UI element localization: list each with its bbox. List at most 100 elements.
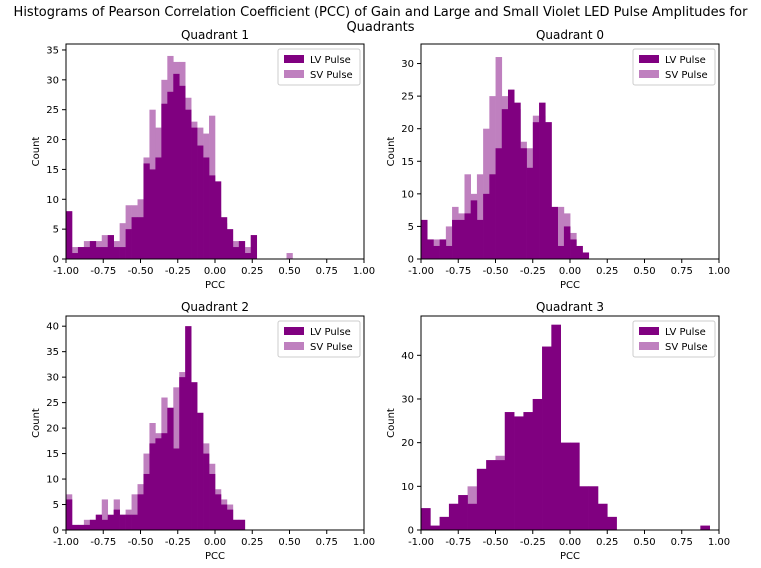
bar-lv (452, 219, 459, 259)
y-tick-label: 10 (401, 482, 414, 493)
bar-lv (551, 324, 561, 530)
bar-lv (101, 247, 109, 259)
bar-lv (143, 473, 150, 530)
bar-lv (155, 438, 162, 530)
bar-lv (137, 494, 144, 530)
bar-lv (439, 239, 447, 259)
x-axis-label: PCC (560, 280, 580, 291)
bar-lv (83, 524, 91, 530)
x-tick-label: 0.75 (671, 537, 693, 548)
x-tick-label: -0.25 (165, 537, 191, 548)
bar-lv (551, 206, 558, 259)
bar-lv (173, 448, 180, 530)
bar-lv (597, 503, 608, 530)
bar-lv (66, 499, 73, 530)
bar-lv (209, 175, 216, 259)
x-tick-label: 0.25 (241, 266, 263, 277)
legend-swatch (639, 327, 659, 335)
chart-panel-3: -1.00 -0.75 -0.50 -0.25 0.00 0.25 0.50 0.75 1.00… (386, 300, 730, 562)
bar-lv (191, 382, 198, 530)
y-tick-label: 25 (46, 398, 59, 409)
y-axis-label: Count (31, 408, 42, 438)
x-tick-label: -0.25 (165, 266, 191, 277)
bar-lv (173, 73, 180, 259)
y-tick-label: 15 (401, 157, 414, 168)
x-tick-label: -0.75 (90, 537, 116, 548)
bar-lv (421, 508, 431, 530)
y-tick-label: 10 (46, 475, 59, 486)
bar-lv (113, 247, 120, 259)
x-tick-label: -0.75 (445, 266, 471, 277)
bar-lv (95, 514, 103, 530)
bar-lv (209, 473, 216, 530)
bar-lv (470, 200, 478, 259)
bar-lv (458, 219, 465, 259)
bar-lv (89, 519, 97, 530)
x-axis-label: PCC (205, 280, 225, 291)
bar-lv (539, 102, 546, 259)
y-tick-label: 15 (46, 165, 59, 176)
x-tick-label: 0.00 (559, 266, 581, 277)
bar-lv (66, 211, 73, 259)
bar-lv (542, 346, 552, 530)
bar-lv (161, 433, 168, 530)
legend-label: SV Pulse (665, 70, 708, 81)
bar-lv (113, 509, 120, 530)
y-tick-label: 20 (46, 424, 59, 435)
bar-lv (514, 102, 521, 259)
bar-sv (131, 494, 138, 530)
legend-label: LV Pulse (310, 327, 351, 338)
bar-lv (507, 89, 515, 259)
y-axis-label: Count (386, 137, 397, 167)
legend-label: SV Pulse (665, 342, 708, 353)
bar-lv (448, 503, 459, 530)
bar-sv (557, 206, 565, 259)
y-tick-label: 5 (53, 225, 59, 236)
chart-panel-1: -1.00 -0.75 -0.50 -0.25 0.00 0.25 0.50 0.75 1.00… (386, 28, 730, 291)
x-tick-label: 0.00 (204, 266, 226, 277)
legend-label: LV Pulse (665, 327, 706, 338)
bar-lv (489, 174, 496, 259)
bar-sv (286, 253, 293, 259)
y-tick-label: 25 (46, 105, 59, 116)
bar-lv (486, 460, 496, 530)
bar-lv (149, 169, 156, 259)
x-axis-label: PCC (560, 551, 580, 562)
bar-lv (155, 157, 162, 259)
bar-lv (125, 514, 132, 530)
bar-lv (220, 217, 228, 259)
bar-lv (545, 122, 552, 260)
bar-lv (570, 239, 577, 259)
y-tick-label: 30 (401, 394, 414, 405)
bar-lv (215, 494, 222, 530)
x-tick-label: 0.00 (204, 537, 226, 548)
bar-lv (458, 495, 468, 530)
bar-lv (445, 245, 453, 259)
x-tick-label: 0.75 (671, 266, 693, 277)
y-axis-label: Count (31, 137, 42, 167)
bar-lv (433, 245, 440, 259)
x-tick-label: -1.00 (408, 266, 434, 277)
bar-lv (232, 519, 240, 530)
bar-lv (71, 253, 79, 259)
legend-swatch (284, 342, 304, 350)
bar-lv (495, 460, 506, 530)
y-tick-label: 0 (408, 526, 414, 537)
x-tick-label: -0.50 (128, 266, 154, 277)
bar-sv (101, 499, 109, 530)
y-tick-label: 35 (46, 45, 59, 56)
bar-lv (250, 235, 258, 259)
y-tick-label: 15 (46, 449, 59, 460)
bar-lv (167, 91, 174, 259)
bar-lv (77, 524, 85, 530)
bar-lv (220, 504, 228, 530)
x-tick-label: 1.00 (353, 537, 375, 548)
bar-lv (439, 516, 450, 530)
bar-lv (137, 217, 144, 259)
bar-lv (557, 245, 565, 259)
bar-lv (532, 122, 540, 260)
x-tick-label: -0.25 (520, 537, 546, 548)
bar-lv (203, 157, 210, 259)
bar-lv (514, 416, 524, 530)
bar-lv (119, 247, 126, 259)
